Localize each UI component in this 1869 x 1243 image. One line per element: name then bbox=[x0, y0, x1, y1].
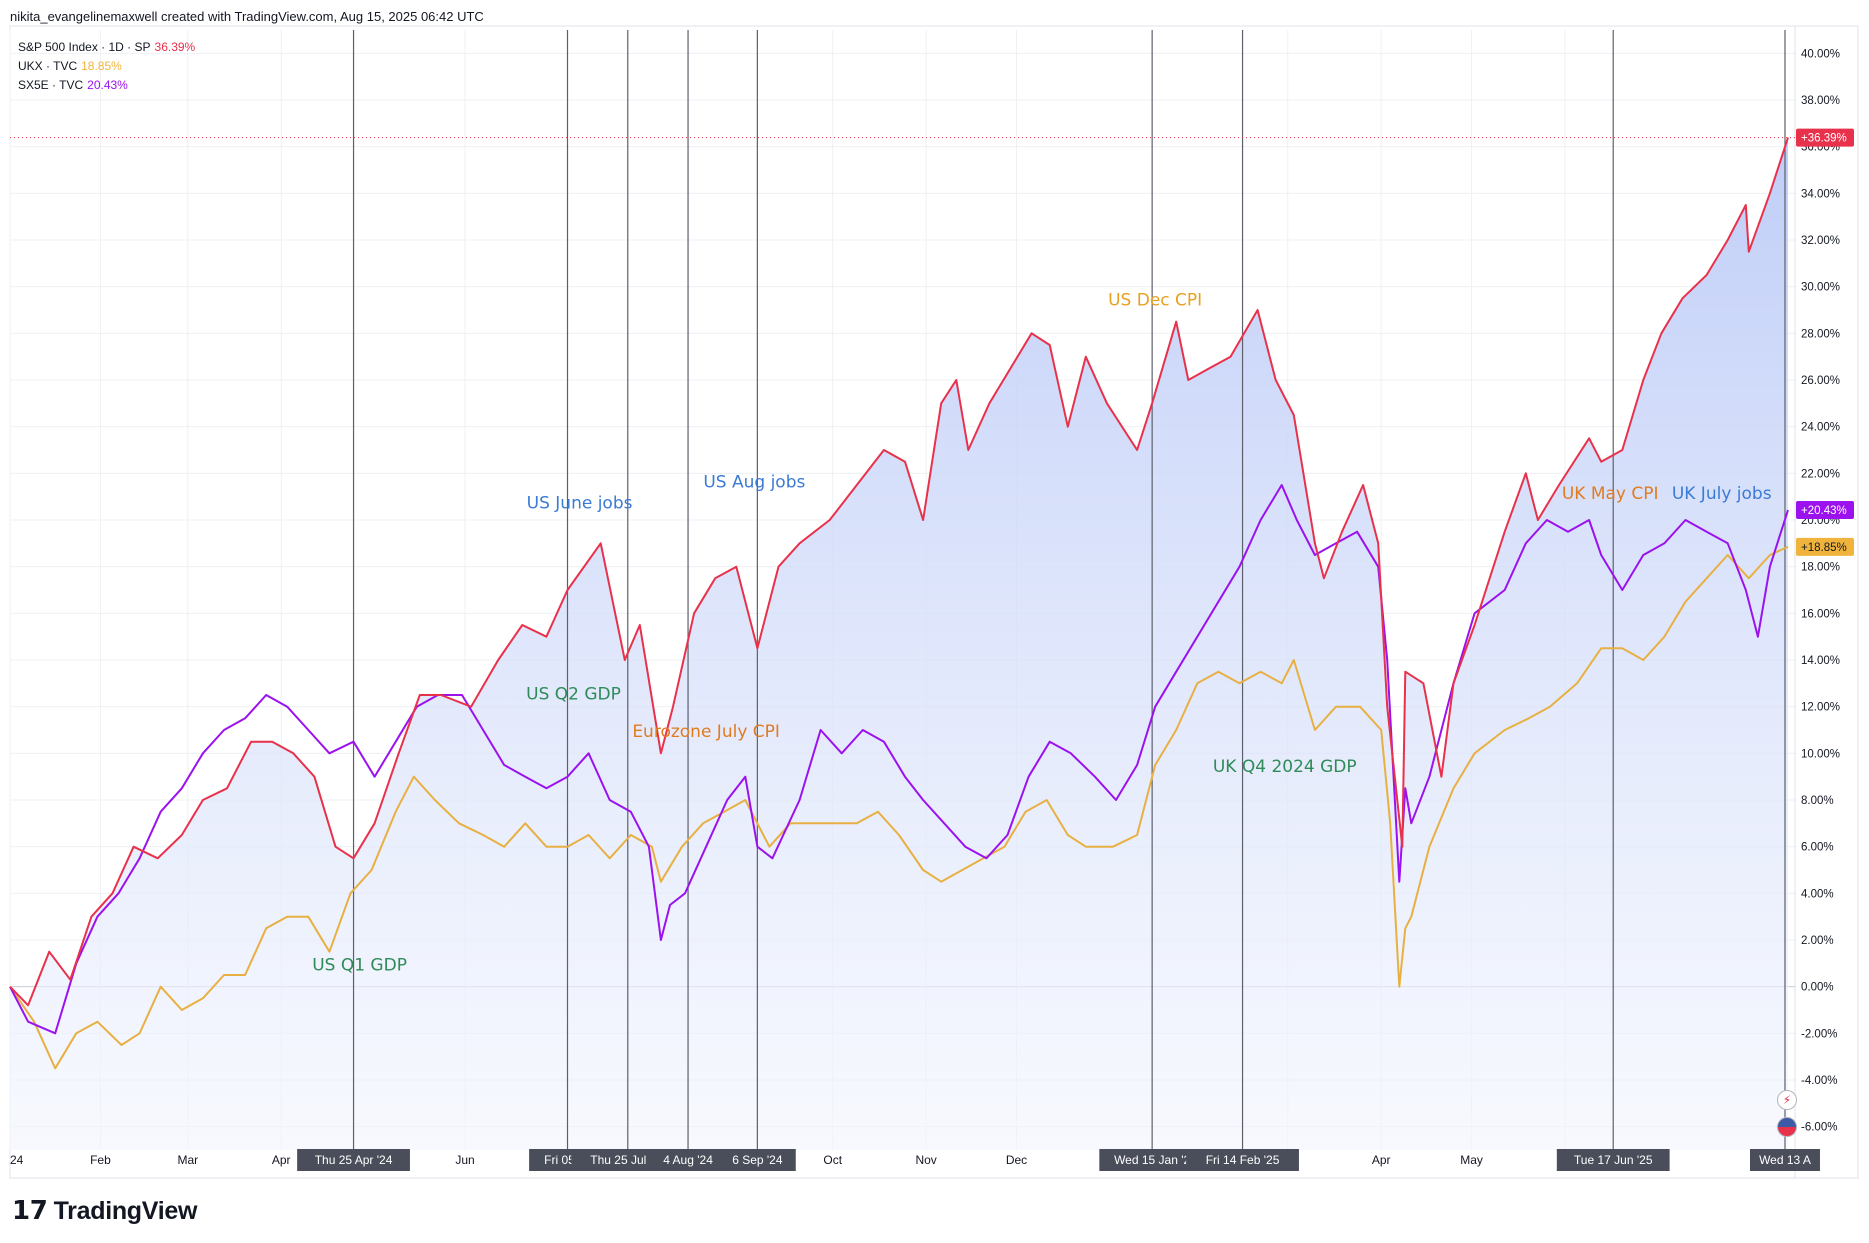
y-tick-label: 4.00% bbox=[1801, 888, 1834, 900]
y-tick-label: -2.00% bbox=[1801, 1028, 1837, 1040]
event-date-badge bbox=[718, 1149, 796, 1171]
event-date-label: Thu 25 Apr '24 bbox=[315, 1153, 393, 1167]
series-line-ukx[interactable] bbox=[9, 545, 1789, 1070]
x-tick-label: Oct bbox=[823, 1153, 842, 1167]
event-date-badge bbox=[1186, 1149, 1299, 1171]
event-date-label: Wed 13 A bbox=[1759, 1153, 1811, 1167]
last-value-label-sx5e: +20.43% bbox=[1801, 505, 1847, 517]
tradingview-mark-icon: 17 bbox=[12, 1196, 48, 1226]
x-tick-label: Jun bbox=[455, 1153, 474, 1167]
y-tick-label: 16.00% bbox=[1801, 608, 1840, 620]
lightning-icon[interactable]: ⚡ bbox=[1777, 1090, 1797, 1110]
event-date-badge bbox=[649, 1149, 727, 1171]
event-annotation: US Q1 GDP bbox=[312, 955, 407, 975]
event-date-badge bbox=[1556, 1149, 1670, 1171]
event-annotation: US Q2 GDP bbox=[526, 685, 621, 705]
x-tick-label: Feb bbox=[90, 1153, 111, 1167]
event-date-label: Wed 15 Jan '2 bbox=[1114, 1153, 1190, 1167]
y-tick-label: 22.00% bbox=[1801, 468, 1840, 480]
tradingview-logo-text: TradingView bbox=[53, 1196, 198, 1225]
x-tick-label: Dec bbox=[1006, 1153, 1027, 1167]
last-value-badge-sx5e bbox=[1796, 500, 1854, 519]
legend-value-spx: 36.39% bbox=[154, 40, 196, 54]
y-tick-label: -6.00% bbox=[1801, 1122, 1837, 1134]
series-line-sx5e[interactable] bbox=[9, 484, 1789, 1035]
legend-row-sx5e[interactable]: SX5E · TVC 20.43% bbox=[18, 76, 195, 95]
x-tick-label: Nov bbox=[915, 1153, 936, 1167]
event-annotation: US Aug jobs bbox=[703, 472, 805, 492]
last-value-badge-spx bbox=[1796, 128, 1854, 147]
event-date-label: Thu 25 Jul '24 bbox=[590, 1153, 665, 1167]
event-date-badge bbox=[297, 1149, 410, 1171]
last-value-label-spx: +36.39% bbox=[1801, 133, 1847, 145]
last-value-label-ukx: +18.85% bbox=[1801, 542, 1847, 554]
legend-value-sx5e: 20.43% bbox=[87, 78, 128, 92]
x-tick-label: 24 bbox=[10, 1153, 24, 1167]
legend-name-spx: S&P 500 Index · 1D · SP bbox=[18, 40, 151, 54]
y-tick-label: 30.00% bbox=[1801, 282, 1840, 294]
legend-value-ukx: 18.85% bbox=[81, 59, 122, 73]
chart-attribution: nikita_evangelinemaxwell created with Tr… bbox=[10, 9, 484, 24]
y-tick-label: 2.00% bbox=[1801, 935, 1834, 947]
legend-row-spx[interactable]: S&P 500 Index · 1D · SP 36.39% bbox=[18, 38, 195, 57]
event-annotation: UK May CPI bbox=[1562, 484, 1659, 504]
event-annotation: UK Q4 2024 GDP bbox=[1213, 757, 1357, 777]
y-tick-label: 28.00% bbox=[1801, 328, 1840, 340]
event-annotation: US June jobs bbox=[527, 493, 633, 513]
x-tick-label: May bbox=[1460, 1153, 1483, 1167]
event-date-label: Tue 17 Jun '25 bbox=[1574, 1153, 1653, 1167]
last-value-badge-ukx bbox=[1796, 537, 1854, 556]
series-line-spx[interactable] bbox=[9, 137, 1789, 1007]
y-tick-label: 32.00% bbox=[1801, 235, 1840, 247]
legend-name-ukx: UKX · TVC bbox=[18, 59, 78, 73]
event-annotation: US Dec CPI bbox=[1108, 290, 1202, 310]
spx-area-fill bbox=[10, 137, 1788, 1151]
y-tick-label: 8.00% bbox=[1801, 795, 1834, 807]
event-date-label: Fri 14 Feb '25 bbox=[1206, 1153, 1280, 1167]
y-tick-label: 40.00% bbox=[1801, 48, 1840, 60]
y-tick-label: 10.00% bbox=[1801, 748, 1840, 760]
y-tick-label: -4.00% bbox=[1801, 1075, 1837, 1087]
event-annotation: UK July jobs bbox=[1672, 484, 1772, 504]
event-date-label: 6 Sep '24 bbox=[732, 1153, 783, 1167]
event-date-badge bbox=[1749, 1149, 1820, 1171]
x-tick-label: Apr bbox=[272, 1153, 291, 1167]
us-flag-icon[interactable] bbox=[1777, 1117, 1797, 1137]
y-tick-label: 34.00% bbox=[1801, 188, 1840, 200]
x-tick-label: Mar bbox=[177, 1153, 198, 1167]
x-tick-label: Apr bbox=[1372, 1153, 1391, 1167]
event-date-badge bbox=[1099, 1149, 1205, 1171]
y-tick-label: 26.00% bbox=[1801, 375, 1840, 387]
event-annotation: Eurozone July CPI bbox=[632, 722, 780, 742]
y-tick-label: 14.00% bbox=[1801, 655, 1840, 667]
event-date-label: 4 Aug '24 bbox=[663, 1153, 713, 1167]
y-tick-label: 38.00% bbox=[1801, 95, 1840, 107]
y-tick-label: 0.00% bbox=[1801, 982, 1834, 994]
y-tick-label: 6.00% bbox=[1801, 842, 1834, 854]
y-tick-label: 12.00% bbox=[1801, 702, 1840, 714]
legend-row-ukx[interactable]: UKX · TVC 18.85% bbox=[18, 57, 195, 76]
series-legend: S&P 500 Index · 1D · SP 36.39% UKX · TVC 1… bbox=[18, 38, 195, 95]
y-tick-label: 24.00% bbox=[1801, 422, 1840, 434]
legend-name-sx5e: SX5E · TVC bbox=[18, 78, 84, 92]
tradingview-logo[interactable]: 17 TradingView bbox=[12, 1196, 197, 1226]
y-tick-label: 18.00% bbox=[1801, 562, 1840, 574]
